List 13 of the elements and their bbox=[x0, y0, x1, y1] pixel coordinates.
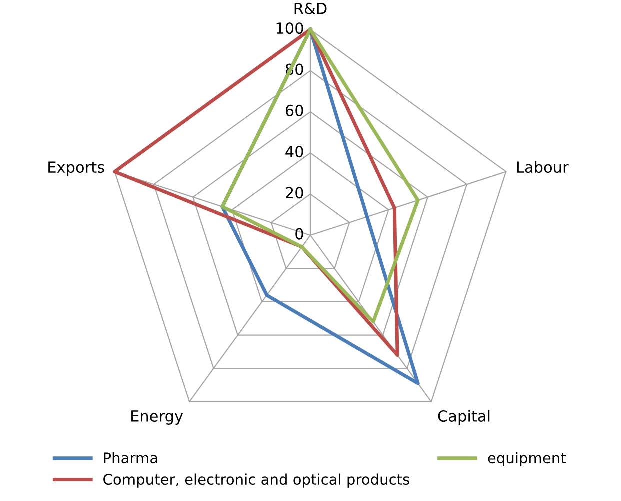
y-tick-label: 20 bbox=[286, 187, 304, 199]
y-tick-label: 0 bbox=[296, 228, 304, 240]
y-tick-label: 100 bbox=[276, 22, 304, 34]
spoke-label: Energy bbox=[132, 410, 184, 425]
legend-label: Computer, electronic and optical products bbox=[104, 474, 410, 488]
spoke-label: Exports bbox=[48, 162, 104, 176]
spoke-label: Labour bbox=[517, 161, 569, 174]
spoke-label: R&D bbox=[294, 2, 327, 14]
y-tick-label: 60 bbox=[286, 104, 304, 116]
legend-label: Pharma bbox=[104, 452, 158, 464]
y-tick-label: 40 bbox=[286, 146, 304, 158]
legend-label: equipment bbox=[488, 452, 566, 466]
spoke-label: Capital bbox=[438, 410, 490, 425]
